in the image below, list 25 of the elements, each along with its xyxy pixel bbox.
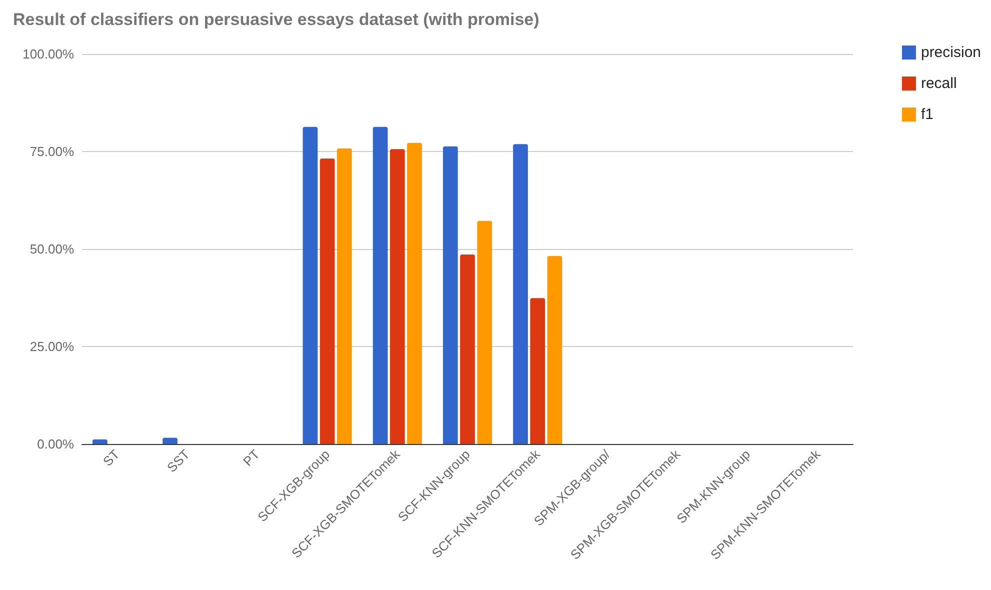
y-tick-label: 50.00% (30, 242, 74, 256)
bar (407, 142, 422, 444)
legend-label: recall (920, 75, 957, 92)
y-tick-label: 25.00% (30, 339, 74, 354)
bar (442, 146, 458, 444)
bar (302, 126, 318, 444)
y-tick-label: 0.00% (37, 436, 74, 452)
bar (477, 220, 492, 444)
chart-title: Result of classifiers on persuasive essays dataset (with promise) (13, 10, 540, 29)
bar (336, 148, 352, 444)
bar (460, 254, 475, 444)
bar (162, 438, 178, 444)
legend-label: precision (920, 44, 981, 61)
x-tick-label: ST (100, 446, 122, 470)
bar (372, 126, 388, 444)
bar (390, 149, 405, 444)
bar (530, 298, 546, 444)
x-tick-label: PT (240, 446, 263, 470)
y-tick-label: 75.00% (30, 144, 74, 159)
bar (547, 256, 562, 444)
bar (513, 144, 528, 444)
bar (92, 439, 108, 444)
legend-label: f1 (920, 106, 934, 123)
bar (320, 158, 335, 444)
y-tick-label: 100.00% (22, 46, 74, 62)
